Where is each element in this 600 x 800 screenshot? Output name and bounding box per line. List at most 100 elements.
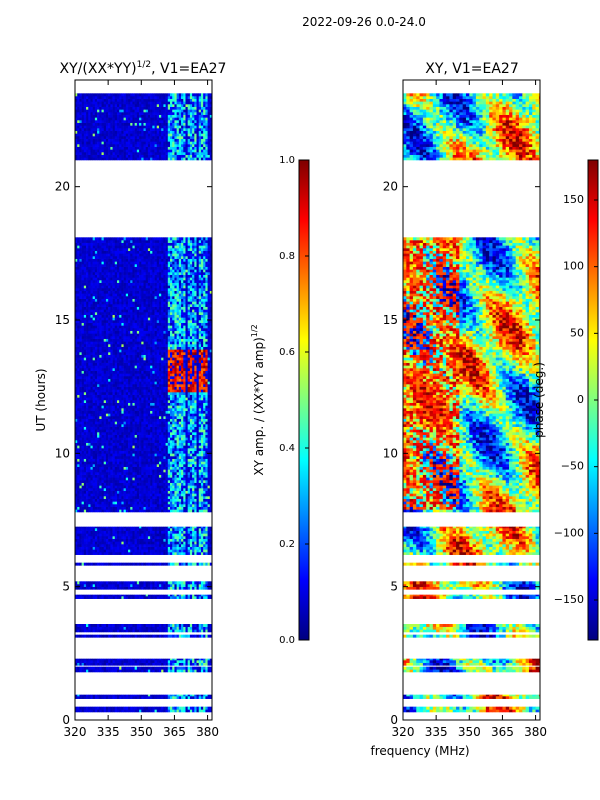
amp-cell: [187, 541, 191, 545]
amp-cell: [163, 498, 166, 502]
amp-cell: [192, 669, 195, 673]
amp-cell: [128, 392, 131, 395]
amp-cell: [114, 549, 118, 553]
amp-cell: [176, 536, 180, 539]
amp-cell: [86, 709, 89, 713]
amp-cell: [198, 437, 202, 441]
amp-cell: [128, 493, 131, 497]
amp-cell: [141, 666, 144, 670]
amp-cell: [178, 706, 182, 710]
amp-cell: [92, 464, 96, 467]
amp-cell: [143, 549, 147, 553]
amp-cell: [121, 504, 124, 507]
amp-cell: [139, 432, 142, 435]
amp-cell: [114, 596, 118, 599]
amp-cell: [172, 506, 175, 510]
amp-cell: [136, 418, 140, 422]
amp-cell: [145, 586, 149, 590]
amp-cell: [88, 694, 91, 697]
amp-cell: [170, 381, 173, 385]
amp-cell: [103, 706, 107, 710]
amp-cell: [205, 461, 208, 465]
amp-cell: [209, 408, 212, 411]
amp-cell: [178, 629, 182, 633]
amp-cell: [121, 440, 124, 443]
amp-cell: [165, 504, 169, 507]
amp-cell: [200, 453, 204, 457]
amp-cell: [121, 426, 124, 430]
amp-cell: [152, 480, 155, 483]
amp-cell: [196, 469, 200, 473]
amp-cell: [90, 434, 93, 438]
amp-cell: [152, 528, 155, 531]
amp-cell: [145, 660, 149, 663]
amp-cell: [139, 416, 142, 419]
amp-cell: [112, 472, 116, 475]
amp-cell: [119, 445, 122, 449]
amp-cell: [116, 658, 120, 661]
amp-cell: [163, 669, 166, 673]
amp-cell: [83, 389, 87, 393]
amp-cell: [119, 549, 122, 553]
amp-cell: [181, 538, 184, 542]
amp-cell: [88, 469, 91, 473]
amp-cell: [187, 549, 191, 553]
amp-cell: [110, 528, 113, 531]
amp-cell: [174, 466, 177, 470]
amp-cell: [154, 402, 158, 406]
amp-cell: [139, 400, 142, 403]
amp-cell: [176, 504, 180, 507]
amp-cell: [158, 456, 162, 459]
amp-cell: [75, 544, 78, 547]
amp-cell: [167, 389, 171, 393]
amp-cell: [170, 437, 173, 441]
amp-cell: [101, 474, 105, 478]
amp-cell: [194, 442, 197, 446]
amp-cell: [136, 474, 140, 478]
amp-cell: [105, 498, 109, 502]
amp-cell: [200, 526, 204, 529]
amp-cell: [192, 397, 195, 401]
amp-cell: [94, 530, 98, 534]
amp-cell: [123, 416, 127, 419]
amp-cell: [128, 501, 131, 505]
amp-cell: [150, 694, 153, 697]
amp-cell: [86, 389, 89, 393]
amp-cell: [79, 509, 82, 513]
amp-cell: [108, 538, 111, 542]
amp-cell: [97, 485, 100, 489]
amp-cell: [134, 501, 138, 505]
amp-cell: [130, 480, 133, 483]
amp-cell: [86, 458, 89, 462]
amp-cell: [119, 418, 122, 422]
amp-cell: [165, 552, 169, 555]
amp-cell: [150, 538, 153, 542]
amp-cell: [185, 413, 188, 417]
amp-cell: [136, 448, 140, 451]
amp-cell: [167, 498, 171, 502]
amp-cell: [154, 696, 158, 699]
amp-cell: [105, 378, 109, 382]
amp-cell: [112, 416, 116, 419]
amp-cell: [170, 469, 173, 473]
amp-cell: [189, 418, 193, 422]
amp-cell: [178, 466, 182, 470]
amp-cell: [198, 538, 202, 542]
amp-cell: [176, 464, 180, 467]
amp-cell: [198, 416, 202, 419]
amp-cell: [194, 394, 197, 398]
amp-cell: [108, 506, 111, 510]
amp-cell: [167, 405, 171, 409]
amp-cell: [105, 450, 109, 454]
amp-cell: [156, 402, 160, 406]
amp-cell: [196, 533, 200, 537]
amp-cell: [176, 389, 180, 393]
amp-cell: [141, 408, 144, 411]
amp-cell: [75, 509, 78, 513]
amp-cell: [136, 549, 140, 553]
amp-cell: [203, 394, 206, 398]
amp-cell: [183, 434, 186, 438]
amp-cell: [77, 432, 80, 435]
amp-cell: [103, 626, 107, 630]
amp-cell: [174, 594, 177, 597]
